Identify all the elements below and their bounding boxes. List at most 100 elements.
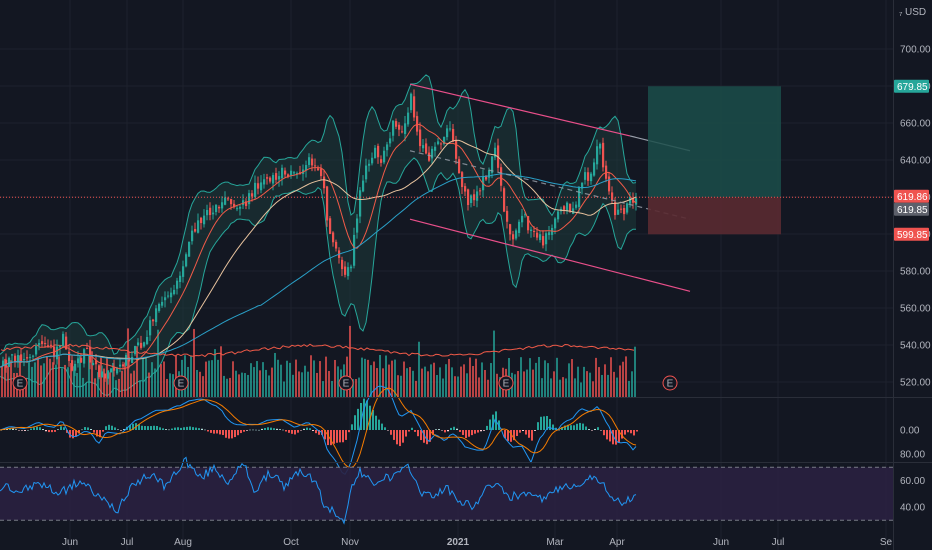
volume-bar [325, 356, 327, 397]
candle-body [134, 346, 137, 355]
rsi-axis-tick: 80.00 [900, 450, 925, 461]
volume-bar [244, 373, 246, 397]
macd-histogram-bar [546, 416, 548, 430]
macd-histogram-bar [315, 430, 317, 434]
volume-bar [616, 377, 618, 397]
macd-histogram-bar [531, 430, 533, 441]
volume-bar [622, 361, 624, 397]
macd-histogram-bar [243, 430, 245, 432]
candle-body [350, 266, 353, 269]
candle-body [197, 220, 200, 233]
volume-bar [211, 360, 213, 397]
volume-average [0, 343, 635, 358]
candle-body [404, 123, 407, 135]
macd-histogram-bar [597, 427, 599, 430]
candle-body [446, 128, 449, 138]
candle-body [434, 146, 437, 151]
volume-bar [256, 361, 258, 397]
volume-bar [193, 328, 195, 397]
candle-body [272, 175, 275, 184]
macd-histogram-bar [324, 430, 326, 440]
macd-histogram-bar [48, 430, 50, 433]
candle-body [56, 346, 59, 360]
volume-bar [409, 367, 411, 397]
macd-histogram-bar [357, 408, 359, 430]
candle-body [548, 232, 551, 236]
candle-body [344, 266, 347, 275]
scale-indicator-icon[interactable]: ₇ [899, 7, 903, 18]
candle-body [74, 363, 77, 371]
candle-body [545, 233, 548, 245]
earnings-marker[interactable]: E [338, 375, 354, 391]
macd-histogram-bar [462, 430, 464, 435]
volume-bar [97, 372, 99, 397]
macd-histogram-bar [123, 429, 125, 430]
volume-bar [367, 359, 369, 397]
macd-histogram-bar [339, 430, 341, 443]
volume-bar [370, 365, 372, 397]
volume-bar [73, 366, 75, 397]
rsi-axis-tick: 40.00 [900, 503, 925, 514]
volume-bar [493, 330, 495, 397]
macd-histogram-bar [195, 427, 197, 430]
macd-histogram-bar [567, 424, 569, 430]
long-position-tool[interactable] [648, 86, 781, 235]
volume-bar [385, 355, 387, 397]
macd-histogram-bar [435, 429, 437, 430]
time-axis-tick: Oct [283, 537, 299, 548]
volume-bar [283, 381, 285, 397]
volume-bar [214, 349, 216, 397]
candle-body [308, 157, 311, 165]
candle-body [5, 359, 8, 368]
candle-body [503, 188, 506, 212]
candle-body [413, 96, 416, 118]
candle-body [128, 357, 131, 362]
volume-bar [328, 370, 330, 397]
volume-bar [466, 373, 468, 397]
earnings-marker[interactable]: E [12, 375, 28, 391]
volume-bar [274, 352, 276, 397]
candle-body [116, 368, 119, 374]
candle-body [557, 211, 560, 220]
macd-histogram-bar [156, 425, 158, 430]
volume-bar [25, 378, 27, 397]
candle-body [83, 349, 86, 364]
macd-histogram-bar [78, 430, 80, 434]
time-axis-tick: Jul [121, 537, 134, 548]
volume-bar [295, 359, 297, 397]
volume-bar [148, 372, 150, 397]
candle-body [386, 144, 389, 151]
earnings-marker[interactable]: E [173, 375, 189, 391]
macd-histogram-bar [222, 430, 224, 436]
macd-histogram-bar [621, 430, 623, 439]
price-tag-target: 679.85 [894, 79, 929, 93]
macd-histogram-bar [240, 430, 242, 434]
macd-histogram-bar [51, 430, 53, 433]
candle-body [113, 367, 116, 371]
macd-histogram-bar [342, 430, 344, 443]
time-axis[interactable]: Jun Jul Aug Oct Nov 2021 Mar Apr Jun Jul Se [62, 537, 893, 548]
candle-body [533, 230, 536, 232]
macd-histogram-bar [333, 430, 335, 444]
currency-label[interactable]: USD [905, 7, 926, 18]
candle-body [566, 202, 569, 212]
earnings-marker[interactable]: E [662, 375, 678, 391]
candle-body [17, 355, 20, 363]
candle-body [509, 224, 512, 235]
macd-histogram-bar [363, 398, 365, 430]
earnings-marker-label: E [667, 379, 674, 390]
candle-body [161, 301, 164, 306]
price-tag-text: 679.85 [897, 82, 928, 93]
candle-body [2, 360, 5, 366]
volume-bar [250, 363, 252, 397]
time-axis-tick: Mar [546, 537, 564, 548]
earnings-marker[interactable]: E [498, 375, 514, 391]
candle-body [245, 201, 248, 206]
channel-lower-line [409, 218, 691, 292]
macd-histogram-bar [213, 430, 215, 434]
macd-histogram-bar [447, 430, 449, 432]
volume-bar [604, 364, 606, 397]
volume-bar [91, 351, 93, 397]
